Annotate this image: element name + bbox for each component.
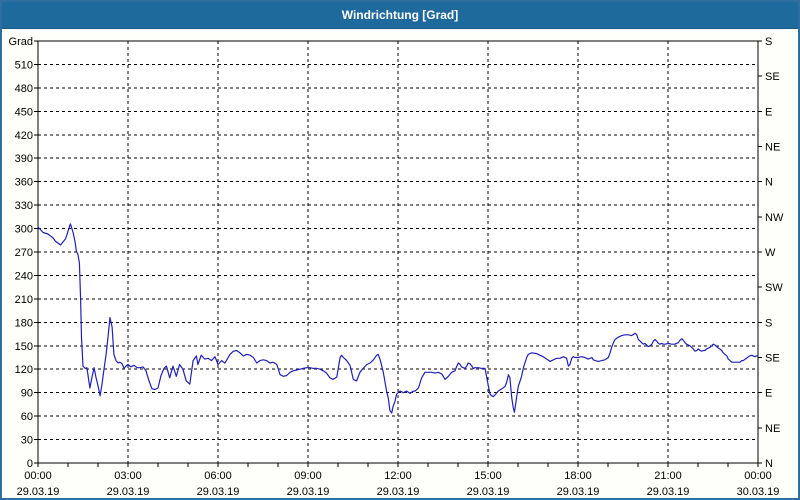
y-left-label: 180 (15, 317, 33, 329)
series-line-windrichtung (37, 223, 759, 414)
y-left-label: 330 (15, 200, 33, 212)
y-axis-unit-label: Grad (9, 36, 33, 48)
y-right-compass-label: E (765, 388, 772, 400)
window-title: Windrichtung [Grad] (341, 8, 459, 22)
y-right-compass-label: SE (765, 353, 780, 365)
y-right-compass-label: E (765, 106, 772, 118)
x-time-label: 00:00 (744, 470, 772, 482)
y-right-compass-label: NE (765, 142, 780, 154)
y-left-label: 150 (15, 341, 33, 353)
window-titlebar: Windrichtung [Grad] (2, 2, 798, 29)
x-date-label: 29.03.19 (467, 486, 510, 498)
y-right-compass-label: N (765, 177, 773, 189)
x-time-label: 03:00 (114, 470, 142, 482)
x-date-label: 29.03.19 (107, 486, 150, 498)
y-left-label: 120 (15, 364, 33, 376)
y-right-compass-label: SE (765, 71, 780, 83)
chart-container: 0 30 60 90 120 150 180 210 240 270 300 330 360 390 420… (2, 29, 798, 498)
x-date-label: 29.03.19 (17, 486, 60, 498)
x-date-label: 29.03.19 (287, 486, 330, 498)
x-time-label: 21:00 (654, 470, 682, 482)
y-left-label: 90 (21, 388, 33, 400)
y-left-label: 270 (15, 247, 33, 259)
x-time-label: 18:00 (564, 470, 592, 482)
y-left-label: 450 (15, 106, 33, 118)
x-date-label: 30.03.19 (737, 486, 780, 498)
wind-direction-chart: 0 30 60 90 120 150 180 210 240 270 300 330 360 390 420… (9, 36, 784, 498)
x-date-label: 29.03.19 (647, 486, 690, 498)
y-left-label: 360 (15, 177, 33, 189)
y-right-compass-label: S (765, 36, 772, 48)
x-time-label: 12:00 (384, 470, 412, 482)
y-right-compass-label: S (765, 317, 772, 329)
y-left-label: 60 (21, 411, 33, 423)
y-right-compass-label: SW (765, 282, 783, 294)
x-date-label: 29.03.19 (377, 486, 420, 498)
y-left-label: 390 (15, 153, 33, 165)
y-right-compass-label: W (765, 247, 776, 259)
y-right-compass-label: NE (765, 423, 780, 435)
x-time-label: 00:00 (24, 470, 52, 482)
y-left-label: 420 (15, 130, 33, 142)
y-left-label: 510 (15, 59, 33, 71)
y-left-label: 0 (27, 458, 33, 470)
x-time-label: 15:00 (474, 470, 502, 482)
y-left-label: 210 (15, 294, 33, 306)
y-left-label: 300 (15, 224, 33, 236)
y-left-label: 480 (15, 83, 33, 95)
plot-border (37, 40, 759, 464)
y-left-label: 240 (15, 270, 33, 282)
y-left-label: 30 (21, 435, 33, 447)
x-time-label: 09:00 (294, 470, 322, 482)
x-date-label: 29.03.19 (197, 486, 240, 498)
x-date-label: 29.03.19 (557, 486, 600, 498)
x-time-label: 06:00 (204, 470, 232, 482)
y-right-compass-label: N (765, 458, 773, 470)
y-right-compass-label: NW (765, 212, 784, 224)
